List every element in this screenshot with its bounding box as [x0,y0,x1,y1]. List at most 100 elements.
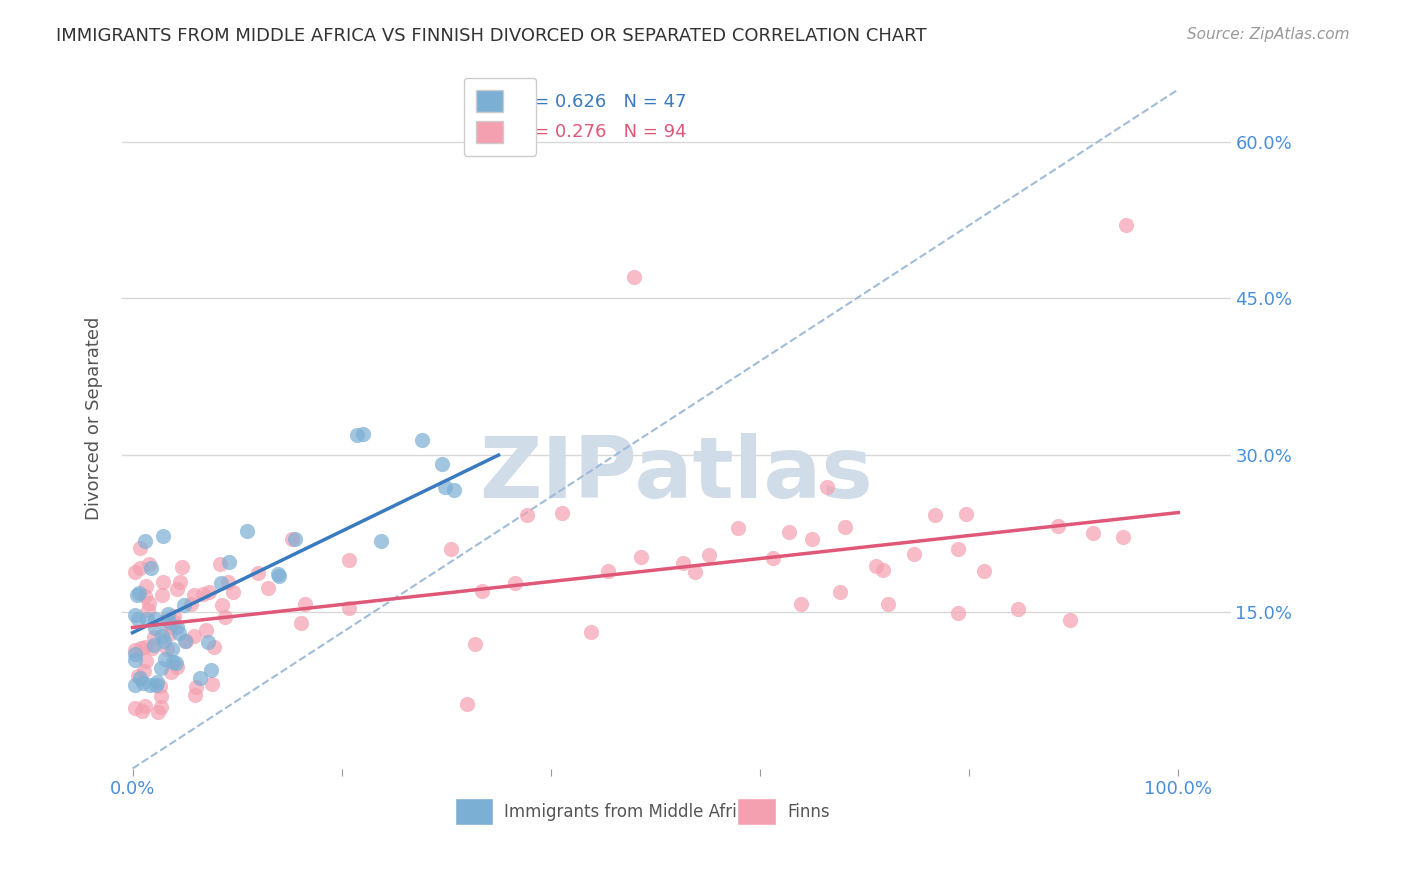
Point [834,520,856,534]
Point [516,508,538,523]
Point [280,533,302,547]
Point [551,507,574,521]
Point [129,641,152,656]
Point [1007,602,1029,616]
Point [134,640,156,654]
Text: ZIPatlas: ZIPatlas [479,433,873,516]
Point [464,637,486,651]
Text: Finns: Finns [787,803,830,821]
Point [430,458,453,472]
Point [155,642,177,657]
Legend:  ,  : , [464,78,536,156]
Point [134,589,156,603]
Point [184,688,207,702]
Text: R = 0.276   N = 94: R = 0.276 N = 94 [516,122,686,141]
Point [1046,519,1069,533]
Point [180,597,202,611]
Point [134,534,156,549]
Point [153,633,176,648]
Point [132,665,155,679]
Point [183,588,205,602]
Point [440,542,463,557]
Point [211,598,233,612]
Point [596,564,619,578]
Point [163,615,186,629]
Text: R = 0.626   N = 47: R = 0.626 N = 47 [516,93,686,112]
Point [150,629,173,643]
Point [135,579,157,593]
Point [174,633,197,648]
Point [269,569,291,583]
Point [139,678,162,692]
Point [152,574,174,589]
Point [471,584,494,599]
Point [127,588,149,602]
Point [183,629,205,643]
Point [209,576,232,591]
Point [973,564,995,578]
Point [124,653,146,667]
Point [156,613,179,627]
Point [134,699,156,714]
Point [924,508,946,522]
Point [623,270,645,285]
Point [143,638,166,652]
Point [128,586,150,600]
Point [579,625,602,640]
Point [170,560,193,574]
Point [790,598,813,612]
Point [152,529,174,543]
Point [194,623,217,637]
Point [142,630,165,644]
Point [197,635,219,649]
Point [955,508,977,522]
Point [165,656,187,670]
Point [138,557,160,571]
Point [173,598,195,612]
Point [150,700,173,714]
Point [443,483,465,497]
Point [778,524,800,539]
Point [155,652,177,666]
Point [672,556,695,570]
Point [129,671,152,685]
Point [221,585,243,599]
Point [127,669,149,683]
Point [135,654,157,668]
Point [146,675,169,690]
Point [124,642,146,657]
Point [284,532,307,546]
Point [138,596,160,610]
Point [152,588,174,602]
Y-axis label: Divorced or Separated: Divorced or Separated [86,317,103,520]
Point [1083,526,1105,541]
Point [124,607,146,622]
Point [290,616,312,631]
Point [162,655,184,669]
Point [150,660,173,674]
Point [167,625,190,640]
Point [828,585,851,599]
Point [801,533,824,547]
Point [411,433,433,447]
Point [236,524,259,539]
Point [159,620,181,634]
Point [127,612,149,626]
Point [294,597,316,611]
Point [762,551,785,566]
Point [166,660,188,674]
Point [156,607,179,621]
Point [503,576,526,591]
Point [159,665,181,679]
Point [217,574,239,589]
Point [198,585,221,599]
Point [697,548,720,562]
Point [877,597,900,611]
Point [124,647,146,661]
Point [1059,613,1081,627]
Point [149,679,172,693]
Point [128,541,150,555]
Point [124,701,146,715]
Point [163,609,186,624]
Point [124,565,146,579]
